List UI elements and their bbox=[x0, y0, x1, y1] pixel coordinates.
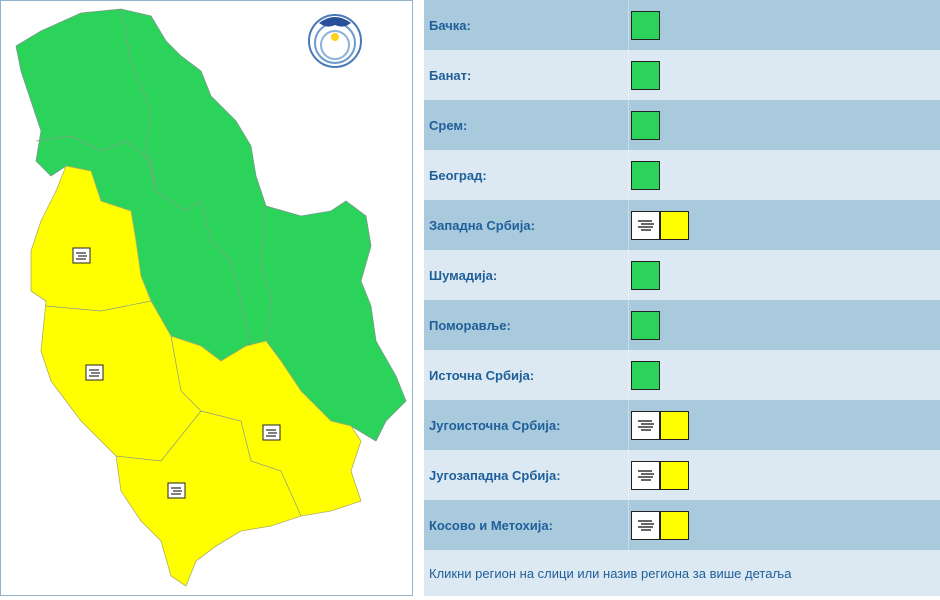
region-row[interactable]: Срем: bbox=[424, 100, 940, 150]
region-label[interactable]: Косово и Метохија: bbox=[429, 517, 553, 533]
logo bbox=[308, 14, 362, 68]
region-row[interactable]: Југозападна Србија: bbox=[424, 450, 940, 500]
region-row[interactable]: Косово и Метохија: bbox=[424, 500, 940, 550]
region-label[interactable]: Западна Србија: bbox=[429, 217, 535, 233]
warning-level-green bbox=[631, 160, 660, 190]
warning-level-yellow bbox=[660, 210, 689, 240]
warning-level-green bbox=[631, 110, 660, 140]
warning-level-yellow bbox=[660, 460, 689, 490]
fog-icon bbox=[85, 364, 104, 381]
region-label[interactable]: Југоисточна Србија: bbox=[429, 417, 561, 433]
warning-level-green bbox=[631, 60, 660, 90]
warning-level-green bbox=[631, 10, 660, 40]
region-label[interactable]: Банат: bbox=[429, 67, 472, 83]
warning-level-yellow bbox=[660, 510, 689, 540]
fog-icon bbox=[631, 410, 660, 440]
warning-level-green bbox=[631, 260, 660, 290]
region-row[interactable]: Поморавље: bbox=[424, 300, 940, 350]
region-row[interactable]: Банат: bbox=[424, 50, 940, 100]
warning-level-yellow bbox=[660, 410, 689, 440]
region-label[interactable]: Београд: bbox=[429, 167, 487, 183]
fog-icon bbox=[631, 460, 660, 490]
warning-map[interactable] bbox=[0, 0, 413, 596]
region-label[interactable]: Југозападна Србија: bbox=[429, 467, 561, 483]
region-label[interactable]: Шумадија: bbox=[429, 267, 498, 283]
region-label[interactable]: Источна Србија: bbox=[429, 367, 535, 383]
map-region-south-yellow[interactable] bbox=[30, 165, 362, 587]
fog-icon bbox=[262, 424, 281, 441]
region-row[interactable]: Југоисточна Србија: bbox=[424, 400, 940, 450]
fog-icon bbox=[631, 210, 660, 240]
region-label[interactable]: Поморавље: bbox=[429, 317, 511, 333]
fog-icon bbox=[631, 510, 660, 540]
region-label[interactable]: Бачка: bbox=[429, 17, 471, 33]
fog-icon bbox=[72, 247, 91, 264]
region-row[interactable]: Источна Србија: bbox=[424, 350, 940, 400]
footer-hint: Кликни регион на слици или назив региона… bbox=[424, 550, 940, 596]
region-row[interactable]: Западна Србија: bbox=[424, 200, 940, 250]
fog-icon bbox=[167, 482, 186, 499]
warning-level-green bbox=[631, 360, 660, 390]
region-label[interactable]: Срем: bbox=[429, 117, 468, 133]
warning-level-green bbox=[631, 310, 660, 340]
region-row[interactable]: Бачка: bbox=[424, 0, 940, 50]
region-row[interactable]: Шумадија: bbox=[424, 250, 940, 300]
region-borders bbox=[35, 8, 302, 517]
region-row[interactable]: Београд: bbox=[424, 150, 940, 200]
region-warning-table: Бачка: Банат: Срем: Београд: Западна Србија:… bbox=[424, 0, 940, 596]
